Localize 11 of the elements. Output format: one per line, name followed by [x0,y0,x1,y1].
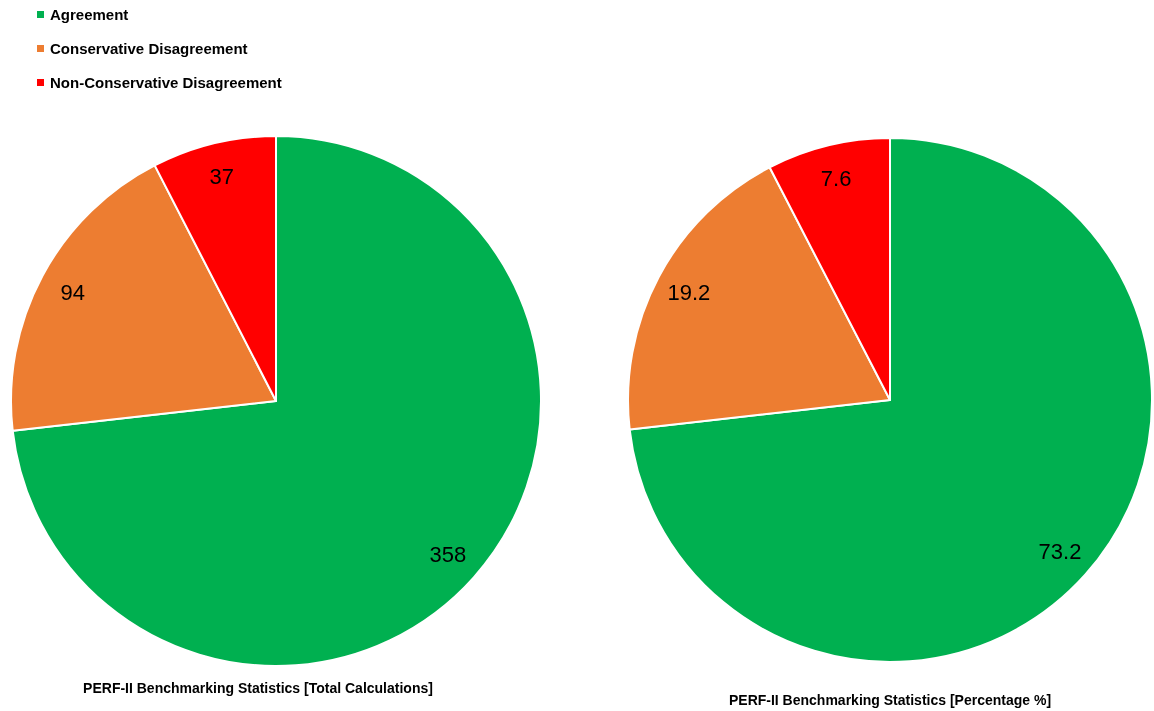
text: PERF-II Benchmarking Statistics [Percentage %] [728,692,1052,708]
data-label: 358 [429,542,467,568]
data-label: 19.2 [667,280,711,306]
data-label: 7.6 [820,166,852,192]
text: PERF-II Benchmarking Statistics [Total Calculations] [83,680,433,696]
data-label: 94 [60,279,85,305]
data-label: 37 [209,164,234,190]
legend-label: Agreement [50,6,129,23]
data-label: 73.2 [1038,539,1082,565]
legend-label: Conservative Disagreement [50,40,248,57]
legend-label: Non-Conservative Disagreement [50,74,282,91]
